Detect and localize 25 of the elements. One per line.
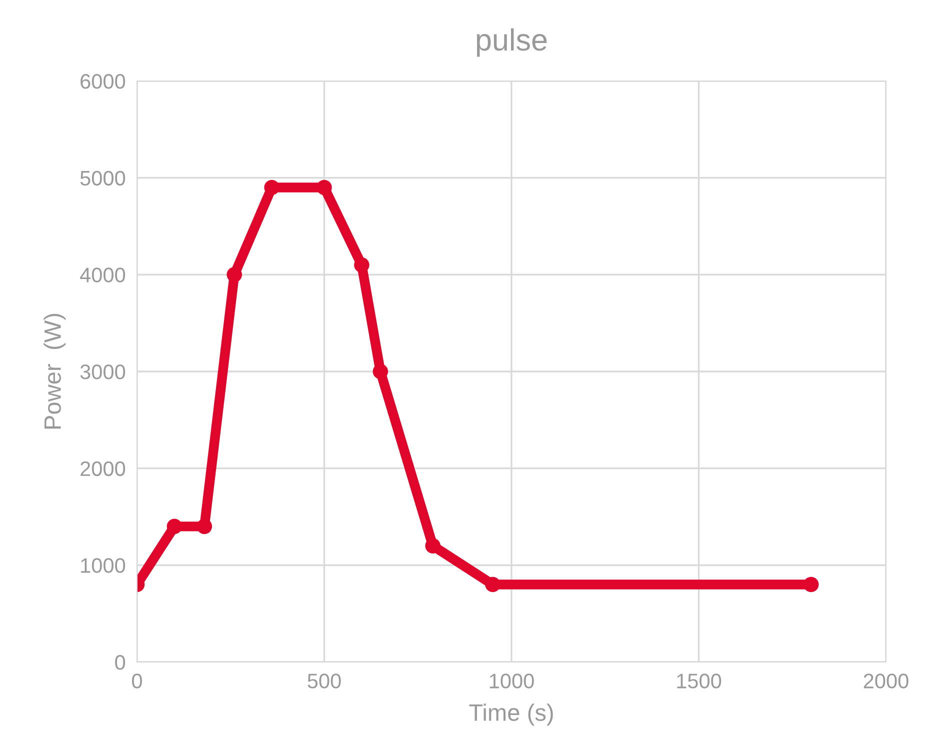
point: [316, 180, 332, 196]
y-tick-label: 4000: [80, 268, 126, 282]
y-tick-label: 6000: [80, 74, 126, 89]
point: [803, 576, 819, 592]
point: [264, 180, 280, 196]
y-axis-title: Power (W): [44, 314, 66, 429]
y-tick-label: 2000: [80, 461, 126, 476]
chart-title: pulse: [476, 28, 547, 57]
point: [196, 518, 212, 534]
point: [425, 538, 440, 554]
x-axis-title: Time (s): [469, 704, 553, 726]
y-tick-label: 1000: [81, 558, 126, 573]
point: [485, 576, 500, 592]
point: [372, 364, 388, 380]
point: [166, 518, 182, 534]
point: [354, 257, 370, 273]
x-tick-label: 0: [132, 674, 142, 688]
y-tick-label: 3000: [80, 364, 126, 380]
x-tick-label: 1500: [677, 674, 722, 688]
point: [226, 267, 242, 282]
x-tick-label: 1000: [490, 674, 534, 688]
x-tick-label: 500: [308, 674, 341, 688]
x-tick-label: 2000: [864, 674, 908, 688]
y-tick-label: 0: [115, 655, 126, 670]
y-tick-label: 5000: [80, 170, 126, 186]
